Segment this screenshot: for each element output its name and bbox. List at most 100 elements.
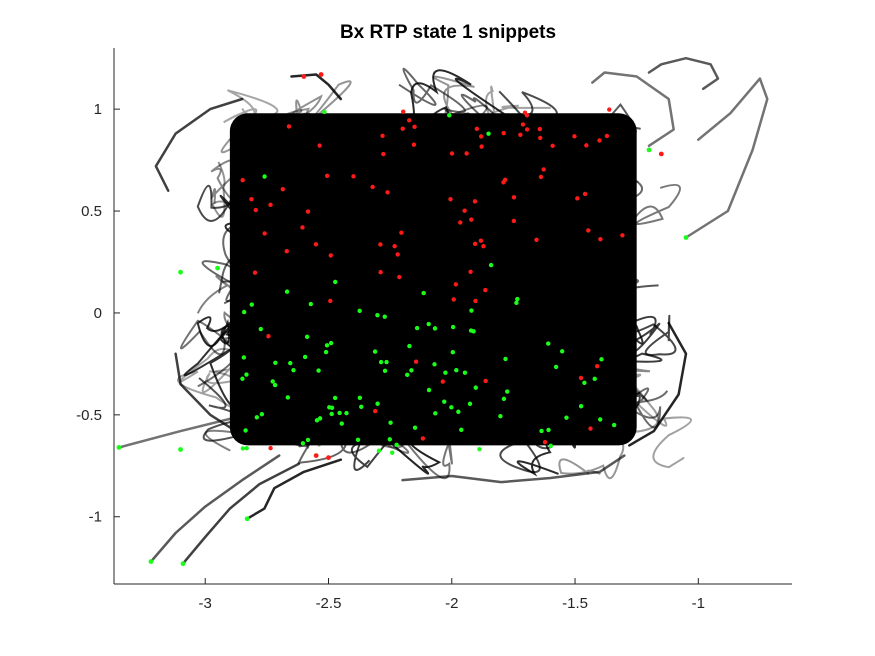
- y-tick-label: -1: [89, 509, 102, 526]
- start-marker: [588, 426, 593, 431]
- end-marker: [384, 359, 389, 365]
- end-marker: [300, 441, 306, 446]
- end-marker: [344, 410, 349, 416]
- start-marker: [502, 177, 508, 183]
- end-marker: [432, 326, 438, 331]
- trajectory-loop: [329, 151, 469, 232]
- trajectory-loop: [322, 172, 425, 228]
- end-marker: [375, 312, 380, 318]
- start-marker: [550, 143, 555, 149]
- start-marker: [317, 143, 322, 148]
- end-marker: [407, 343, 412, 349]
- trajectory-loop: [367, 130, 493, 229]
- trajectory-loop: [507, 255, 599, 328]
- y-tick-label: 0: [94, 305, 102, 322]
- end-marker: [215, 265, 220, 271]
- y-tick-label: 1: [94, 101, 102, 118]
- trajectory-loop: [350, 422, 417, 471]
- trajectory-loop: [434, 216, 499, 298]
- end-marker: [488, 262, 494, 268]
- start-marker: [440, 379, 446, 384]
- start-marker: [397, 274, 402, 280]
- end-marker: [548, 443, 554, 449]
- start-marker: [472, 199, 478, 204]
- trajectory-loop: [462, 299, 535, 359]
- end-marker: [285, 395, 291, 400]
- trajectory-loop: [409, 372, 537, 419]
- end-marker: [467, 401, 473, 407]
- trajectory-loop: [579, 338, 663, 374]
- end-marker: [394, 442, 399, 448]
- end-marker: [456, 409, 461, 414]
- trajectory-loop: [448, 331, 528, 391]
- end-marker: [324, 343, 330, 348]
- end-marker: [599, 357, 604, 362]
- start-marker: [483, 378, 488, 384]
- end-marker: [359, 404, 364, 410]
- start-marker: [448, 196, 453, 202]
- end-marker: [116, 445, 122, 450]
- start-marker: [464, 151, 469, 156]
- trajectory-loop: [332, 363, 415, 434]
- start-marker: [301, 74, 307, 79]
- start-marker: [412, 124, 417, 129]
- end-marker: [323, 349, 329, 355]
- start-marker: [395, 252, 400, 257]
- trajectory-loop: [585, 102, 641, 139]
- start-marker: [478, 134, 484, 139]
- start-marker: [252, 270, 258, 275]
- trajectory-loop: [503, 330, 592, 400]
- trajectory-loop: [254, 228, 398, 266]
- trajectory-loop: [262, 177, 344, 272]
- start-marker: [520, 122, 526, 127]
- chart-title: Bx RTP state 1 snippets: [340, 22, 556, 43]
- trajectory-loop: [544, 185, 605, 250]
- end-marker: [314, 418, 320, 423]
- start-marker: [324, 173, 330, 178]
- trajectory-loop: [416, 104, 493, 170]
- start-marker: [458, 220, 463, 225]
- start-marker: [578, 375, 584, 381]
- end-marker: [240, 376, 245, 381]
- marker-layer: [116, 72, 689, 567]
- trajectory-loop: [591, 310, 661, 354]
- x-tick-label: -2.5: [316, 595, 342, 612]
- trajectory-loop: [385, 69, 547, 136]
- trajectory-loop: [323, 132, 392, 173]
- trajectory-loop: [177, 347, 252, 413]
- start-marker: [420, 436, 426, 441]
- trajectory-loop: [180, 319, 268, 388]
- end-marker: [322, 109, 327, 115]
- trajectory-loop: [578, 303, 644, 374]
- end-marker: [432, 362, 437, 367]
- trajectory-loop: [432, 172, 490, 233]
- start-marker: [478, 238, 484, 243]
- end-marker: [273, 360, 278, 365]
- trajectory-loop: [421, 180, 482, 246]
- trajectory-line: [684, 77, 769, 239]
- start-marker: [472, 241, 478, 247]
- start-marker: [586, 228, 591, 233]
- start-marker: [286, 124, 292, 129]
- start-marker: [411, 142, 417, 147]
- trajectory-loop: [511, 379, 641, 445]
- end-marker: [259, 411, 265, 417]
- start-marker: [522, 110, 528, 115]
- trajectory-loop: [400, 75, 475, 147]
- end-marker: [329, 405, 335, 410]
- start-marker: [378, 242, 383, 247]
- trajectory-loop: [362, 204, 492, 257]
- trajectory-loop: [285, 128, 361, 215]
- end-marker: [477, 446, 482, 452]
- end-marker: [329, 411, 334, 417]
- trajectory-line: [401, 454, 626, 484]
- trajectory-loop: [283, 186, 346, 251]
- trajectory-loop: [400, 204, 490, 294]
- trajectory-loop: [466, 229, 534, 305]
- start-marker: [351, 174, 356, 179]
- start-marker: [284, 249, 289, 254]
- start-marker: [313, 242, 319, 247]
- trajectory-loop: [576, 381, 669, 429]
- end-marker: [559, 349, 565, 354]
- trajectory-loop: [440, 327, 532, 372]
